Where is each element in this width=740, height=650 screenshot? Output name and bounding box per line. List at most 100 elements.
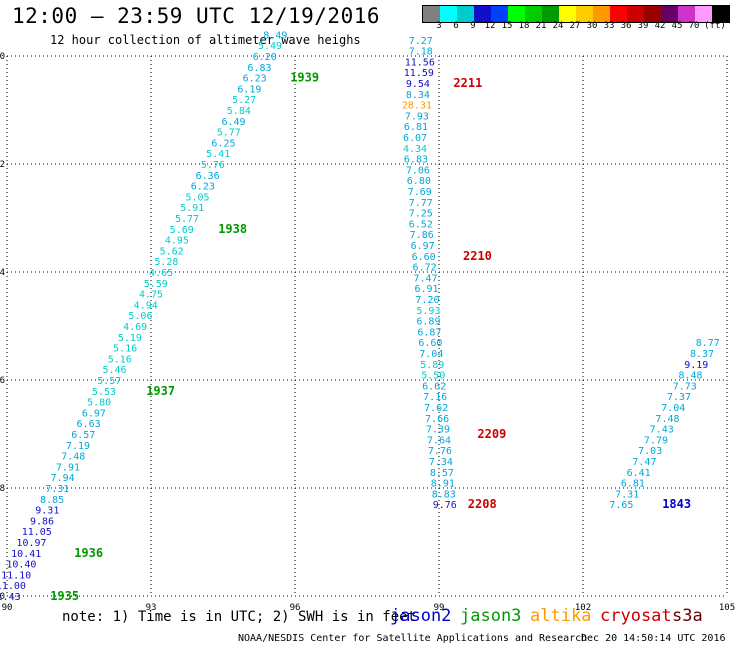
wave-height-value: 7.27 [409, 36, 433, 47]
wave-height-value: 7.25 [409, 209, 433, 220]
wave-height-value: 11.10 [1, 570, 31, 581]
wave-height-value: 28.31 [402, 101, 432, 112]
wave-height-value: 7.31 [45, 484, 69, 495]
wave-height-value: 10.41 [11, 549, 41, 560]
wave-height-value: 5.80 [87, 398, 111, 409]
y-tick-label: -32 [0, 160, 5, 170]
wave-height-value: 7.03 [638, 446, 662, 457]
chart-title: 12:00 – 23:59 UTC 12/19/2016 [12, 4, 381, 28]
wave-height-value: 5.53 [92, 387, 116, 398]
y-tick-label: -40 [0, 592, 5, 602]
wave-height-value: 7.64 [427, 435, 451, 446]
wave-height-value: 8.48 [678, 371, 702, 382]
colorbar-swatch [593, 6, 610, 22]
colorbar-swatch [525, 6, 542, 22]
colorbar-swatch [576, 6, 593, 22]
footer-credit: NOAA/NESDIS Center for Satellite Applica… [238, 633, 588, 644]
wave-height-value: 6.97 [411, 241, 435, 252]
wave-height-value: 7.18 [409, 47, 433, 58]
wave-height-value: 6.57 [71, 430, 95, 441]
y-tick-label: -38 [0, 484, 5, 494]
wave-height-value: 6.81 [621, 479, 645, 490]
wave-height-value: 6.87 [417, 327, 441, 338]
wave-height-value: 4.94 [134, 300, 158, 311]
wave-height-value: 7.06 [406, 165, 430, 176]
wave-height-value: 5.19 [118, 333, 142, 344]
wave-height-value: 8.49 [263, 30, 287, 41]
legend-entry: jason3 [460, 606, 522, 626]
wave-height-value: 6.23 [191, 182, 215, 193]
pass-time-label: 2208 [468, 497, 497, 511]
wave-height-value: 7.47 [632, 457, 656, 468]
wave-height-value: 7.34 [429, 457, 453, 468]
colorbar-label: 3 [436, 21, 442, 31]
wave-height-value: 6.19 [237, 84, 261, 95]
wave-height-value: 6.60 [418, 338, 442, 349]
wave-height-value: 5.27 [232, 95, 256, 106]
wave-height-value: 6.23 [243, 74, 267, 85]
wave-height-value: 6.62 [422, 381, 446, 392]
wave-height-value: 7.93 [405, 111, 429, 122]
wave-height-value: 6.41 [627, 468, 651, 479]
pass-time-label: 2209 [477, 427, 506, 441]
colorbar-label: 15 [501, 21, 513, 31]
x-tick-label: 99 [434, 603, 445, 613]
wave-height-value: 8.77 [696, 338, 720, 349]
wave-height-value: 5.06 [128, 311, 152, 322]
wave-height-value: 6.52 [409, 219, 433, 230]
wave-height-value: 5.57 [97, 376, 121, 387]
colorbar-label: 18 [518, 21, 530, 31]
wave-height-value: 6.72 [413, 263, 437, 274]
wave-height-value: 7.66 [425, 414, 449, 425]
colorbar-label: 39 [637, 21, 649, 31]
wave-height-value: 8.57 [430, 468, 454, 479]
wave-height-value: 5.59 [144, 279, 168, 290]
x-tick-label: 90 [2, 603, 13, 613]
pass-time-label: 2210 [463, 249, 492, 263]
y-tick-label: -34 [0, 268, 5, 278]
legend-entry: s3a [672, 606, 703, 626]
footer-timestamp: Dec 20 14:50:14 UTC 2016 [581, 633, 726, 644]
wave-height-value: 9.76 [433, 500, 457, 511]
wave-height-value: 4.95 [165, 236, 189, 247]
wave-height-value: 7.79 [644, 435, 668, 446]
pass-time-label: 1936 [74, 546, 103, 560]
pass-time-label: 1843 [662, 497, 691, 511]
wave-height-value: 11.00 [0, 581, 26, 592]
wave-height-value: 6.07 [403, 133, 427, 144]
colorbar-swatch [627, 6, 644, 22]
colorbar-label: 9 [470, 21, 476, 31]
x-tick-label: 105 [719, 603, 735, 613]
wave-height-value: 6.91 [414, 284, 438, 295]
colorbar-swatch [440, 6, 457, 22]
colorbar-swatch [542, 6, 559, 22]
wave-height-value: 7.94 [51, 473, 75, 484]
colorbar-swatch [457, 6, 474, 22]
colorbar-labels: 3 6 9 12 15 18 21 24 27 30 33 36 39 42 45 70 (ft) [422, 21, 740, 35]
wave-height-value: 7.62 [424, 403, 448, 414]
wave-height-value: 6.49 [222, 117, 246, 128]
wave-height-value: 5.16 [108, 354, 132, 365]
pass-time-label: 1939 [290, 71, 319, 85]
wave-height-value: 5.84 [227, 106, 251, 117]
wave-height-value: 11.43 [0, 592, 21, 603]
wave-height-value: 5.50 [421, 371, 445, 382]
wave-height-value: 6.60 [412, 252, 436, 263]
wave-height-value: 6.36 [196, 171, 220, 182]
wave-height-value: 6.20 [253, 52, 277, 63]
wave-height-value: 10.40 [6, 560, 36, 571]
wave-height-value: 5.28 [154, 257, 178, 268]
wave-height-value: 9.54 [406, 79, 430, 90]
pass-time-label: 1935 [50, 589, 79, 603]
wave-height-value: 7.91 [56, 462, 80, 473]
wave-height-value: 9.86 [30, 516, 54, 527]
wave-height-value: 8.34 [406, 90, 430, 101]
colorbar-swatch [474, 6, 491, 22]
wave-height-value: 9.31 [35, 506, 59, 517]
wave-height-value: 10.97 [16, 538, 46, 549]
colorbar-label: 27 [569, 21, 581, 31]
wave-height-value: 7.31 [615, 489, 639, 500]
colorbar-label: 36 [620, 21, 632, 31]
wave-height-value: 7.76 [428, 446, 452, 457]
